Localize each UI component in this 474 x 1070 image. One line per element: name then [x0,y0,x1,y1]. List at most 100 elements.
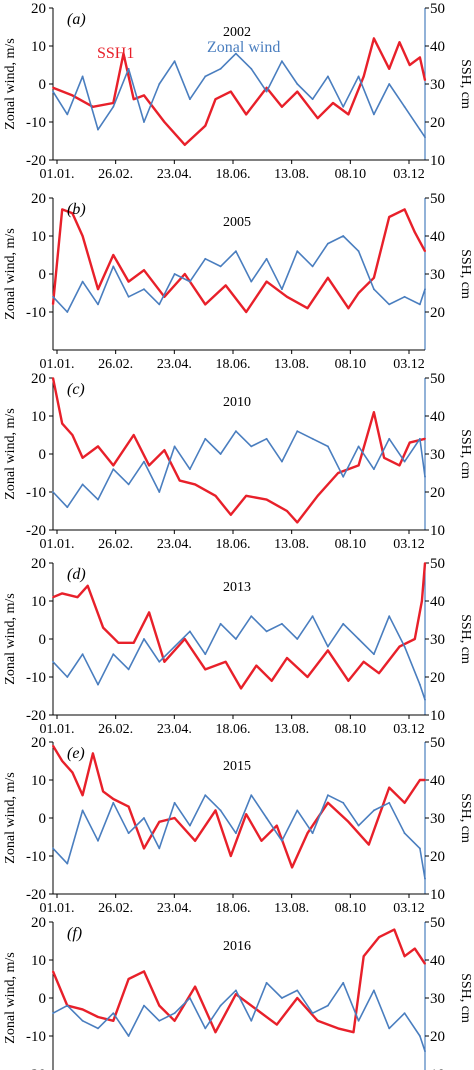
zonal-wind-point [388,303,391,306]
ssh1-point [388,67,391,70]
zonal-wind-point [52,90,54,93]
y-tick-label: 0 [39,632,47,648]
ssh1-point [403,955,406,958]
panel-label: (d) [67,566,86,583]
ssh1-point [421,600,423,602]
ssh1-point [245,311,248,313]
y2-tick-label: 10 [430,708,445,724]
panel-year: 2010 [223,395,251,410]
zonal-wind-point [403,645,406,648]
ssh1-point [424,962,426,965]
zonal-wind-point [52,491,54,493]
y-tick-label: -20 [26,153,46,169]
ssh1-point [347,820,350,823]
y2-tick-label: 10 [430,887,445,903]
y-axis-title: Zonal wind, m/s [3,772,18,863]
ssh1-point [286,510,288,512]
ssh1-point [132,434,135,436]
panel-year: 2016 [223,939,251,954]
zonal-wind-point [204,794,207,797]
series-ssh1-line [51,745,425,869]
zonal-wind-point [296,83,299,85]
ssh1-point [316,117,319,120]
ssh1-point [143,970,145,973]
ssh1-point [408,64,411,66]
y2-axis-title: SSH, cm [458,59,473,109]
ssh1-point [214,98,217,101]
y-tick-label: 0 [39,991,47,1007]
ssh1-point [347,113,350,116]
ssh1-point [424,562,426,564]
x-tick-label: 23.04. [157,167,192,182]
zonal-wind-point [250,794,253,797]
ssh1-point [229,513,232,516]
ssh1-point [265,498,268,501]
zonal-wind-point [424,288,426,291]
y-tick-label: 10 [31,773,46,789]
y2-tick-label: 30 [430,811,445,827]
zonal-wind-point [52,1012,54,1015]
zonal-wind-point [112,653,115,656]
panel-label: (a) [67,11,86,28]
zonal-wind-point [219,67,222,70]
y-tick-label: -10 [26,849,46,865]
ssh1-point [224,660,227,663]
ssh1-point [71,434,74,436]
ssh1-point [378,672,380,675]
ssh1-point [214,494,217,497]
y2-tick-label: 30 [430,77,445,93]
ssh1-point [347,679,350,682]
y2-tick-label: 20 [430,305,445,321]
y-axis-title: Zonal wind, m/s [3,228,18,319]
zonal-wind-point [97,1027,99,1030]
zonal-wind-point [424,698,426,701]
zonal-wind-point [173,60,176,63]
x-tick-label: 03.12 [393,901,425,916]
y2-tick-label: 50 [430,191,445,207]
zonal-wind-point [81,75,84,78]
ssh1-point [388,786,391,789]
ssh1-point [183,143,186,146]
y-tick-label: 0 [39,77,47,93]
series-zonal-wind-line [52,981,426,1052]
ssh1-point [398,41,401,44]
zonal-wind-point [158,83,161,85]
zonal-wind-point [311,98,314,101]
ssh1-point [112,102,115,104]
ssh1-point [132,98,135,101]
ssh1-point [122,52,125,55]
zonal-wind-point [97,839,99,842]
x-tick-label: 13.08. [274,901,309,916]
panel-label: (f) [67,925,82,942]
x-tick-label: 23.04. [157,357,192,372]
y2-tick-label: 20 [430,115,445,131]
zonal-wind-point [357,1019,360,1022]
zonal-wind-point [342,801,345,804]
zonal-wind-point [204,1027,207,1030]
ssh1-point [52,303,54,306]
ssh1-point [424,779,426,781]
y2-tick-label: 50 [430,1,445,17]
zonal-wind-point [127,1035,130,1037]
y-tick-label: 10 [31,953,46,969]
ssh1-point [229,855,232,857]
ssh1-point [97,1016,99,1018]
ssh1-point [52,744,54,747]
y2-tick-label: 50 [430,556,445,572]
ssh1-point [327,649,329,652]
zonal-wind-point [311,265,314,268]
ssh1-point [71,94,74,97]
zonal-wind-point [418,1035,421,1037]
x-tick-label: 26.02. [98,722,133,737]
zonal-wind-point [342,475,345,478]
y2-tick-label: 40 [430,773,445,789]
ssh1-point [52,596,54,599]
zonal-wind-point [424,877,426,880]
ssh1-point [245,813,248,816]
chart-panel-5: 20100-10-20504030201001.01.26.02.23.04.1… [3,915,473,1070]
y-tick-label: 20 [31,735,46,751]
y2-axis-title: SSH, cm [458,614,473,664]
zonal-wind-point [143,638,145,640]
x-tick-label: 26.02. [98,357,133,372]
